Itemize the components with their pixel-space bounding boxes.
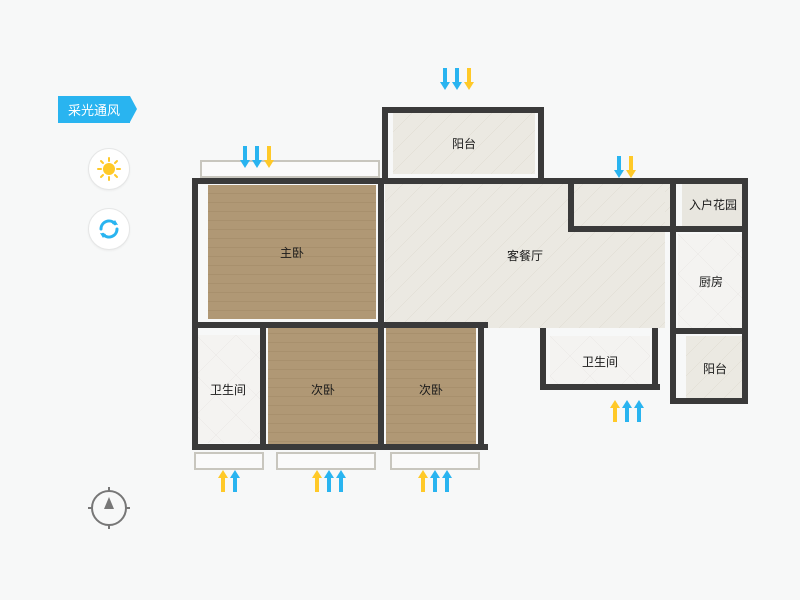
airflow-arrow — [464, 68, 474, 90]
wall — [540, 328, 546, 390]
room-living: 客餐厅 — [385, 182, 665, 328]
balcony-frame — [390, 452, 480, 470]
airflow-arrow — [610, 400, 620, 422]
airflow-arrow — [240, 146, 250, 168]
wall — [670, 398, 748, 404]
sun-button[interactable] — [88, 148, 130, 190]
refresh-button[interactable] — [88, 208, 130, 250]
airflow-arrow — [440, 68, 450, 90]
airflow-arrow — [430, 470, 440, 492]
airflow-arrow — [324, 470, 334, 492]
room-kitchen: 厨房 — [678, 234, 744, 328]
wall — [382, 107, 542, 113]
room-label: 客餐厅 — [507, 247, 543, 264]
wall — [378, 322, 384, 450]
room-second-2: 次卧 — [386, 328, 476, 450]
wall — [538, 107, 544, 181]
airflow-arrow — [252, 146, 262, 168]
airflow-arrow — [622, 400, 632, 422]
refresh-icon — [97, 217, 121, 241]
airflow-arrow — [626, 156, 636, 178]
wall — [378, 178, 384, 328]
room-balcony-br: 阳台 — [686, 336, 744, 400]
room-bath-right: 卫生间 — [550, 336, 650, 386]
wall — [568, 178, 574, 228]
wall — [192, 444, 488, 450]
wall — [192, 322, 488, 328]
room-label: 次卧 — [311, 381, 335, 398]
airflow-arrow — [442, 470, 452, 492]
airflow-arrow — [634, 400, 644, 422]
airflow-arrow — [264, 146, 274, 168]
airflow-arrow — [230, 470, 240, 492]
room-bath-left: 卫生间 — [196, 335, 260, 443]
room-label: 阳台 — [452, 135, 476, 152]
room-label: 次卧 — [419, 381, 443, 398]
room-second-1: 次卧 — [268, 328, 378, 450]
wall — [540, 384, 660, 390]
sun-icon — [96, 156, 122, 182]
balcony-frame — [200, 160, 380, 178]
lighting-badge: 采光通风 — [58, 96, 130, 123]
airflow-arrow — [218, 470, 228, 492]
wall — [192, 178, 198, 446]
badge-label: 采光通风 — [68, 103, 120, 118]
room-label: 阳台 — [703, 360, 727, 377]
wall — [742, 178, 748, 404]
wall — [192, 178, 748, 184]
wall — [260, 322, 266, 450]
room-balcony-top: 阳台 — [393, 112, 535, 174]
wall — [652, 328, 658, 390]
airflow-arrow — [336, 470, 346, 492]
balcony-frame — [194, 452, 264, 470]
room-label: 厨房 — [699, 273, 723, 290]
wall — [568, 226, 674, 232]
room-label: 入户花园 — [689, 196, 737, 213]
room-garden: 入户花园 — [682, 182, 744, 226]
wall — [670, 328, 748, 334]
room-master: 主卧 — [208, 185, 376, 319]
wall — [478, 322, 484, 450]
airflow-arrow — [418, 470, 428, 492]
balcony-frame — [276, 452, 376, 470]
room-label: 主卧 — [280, 244, 304, 261]
airflow-arrow — [614, 156, 624, 178]
room-label: 卫生间 — [210, 381, 246, 398]
wall — [670, 226, 748, 232]
wall — [670, 178, 676, 404]
canvas: 采光通风 阳台阳台入户花园客餐厅厨房阳台卫 — [0, 0, 800, 600]
airflow-arrow — [312, 470, 322, 492]
compass-icon — [91, 490, 127, 526]
wall — [382, 107, 388, 181]
room-label: 卫生间 — [582, 353, 618, 370]
airflow-arrow — [452, 68, 462, 90]
